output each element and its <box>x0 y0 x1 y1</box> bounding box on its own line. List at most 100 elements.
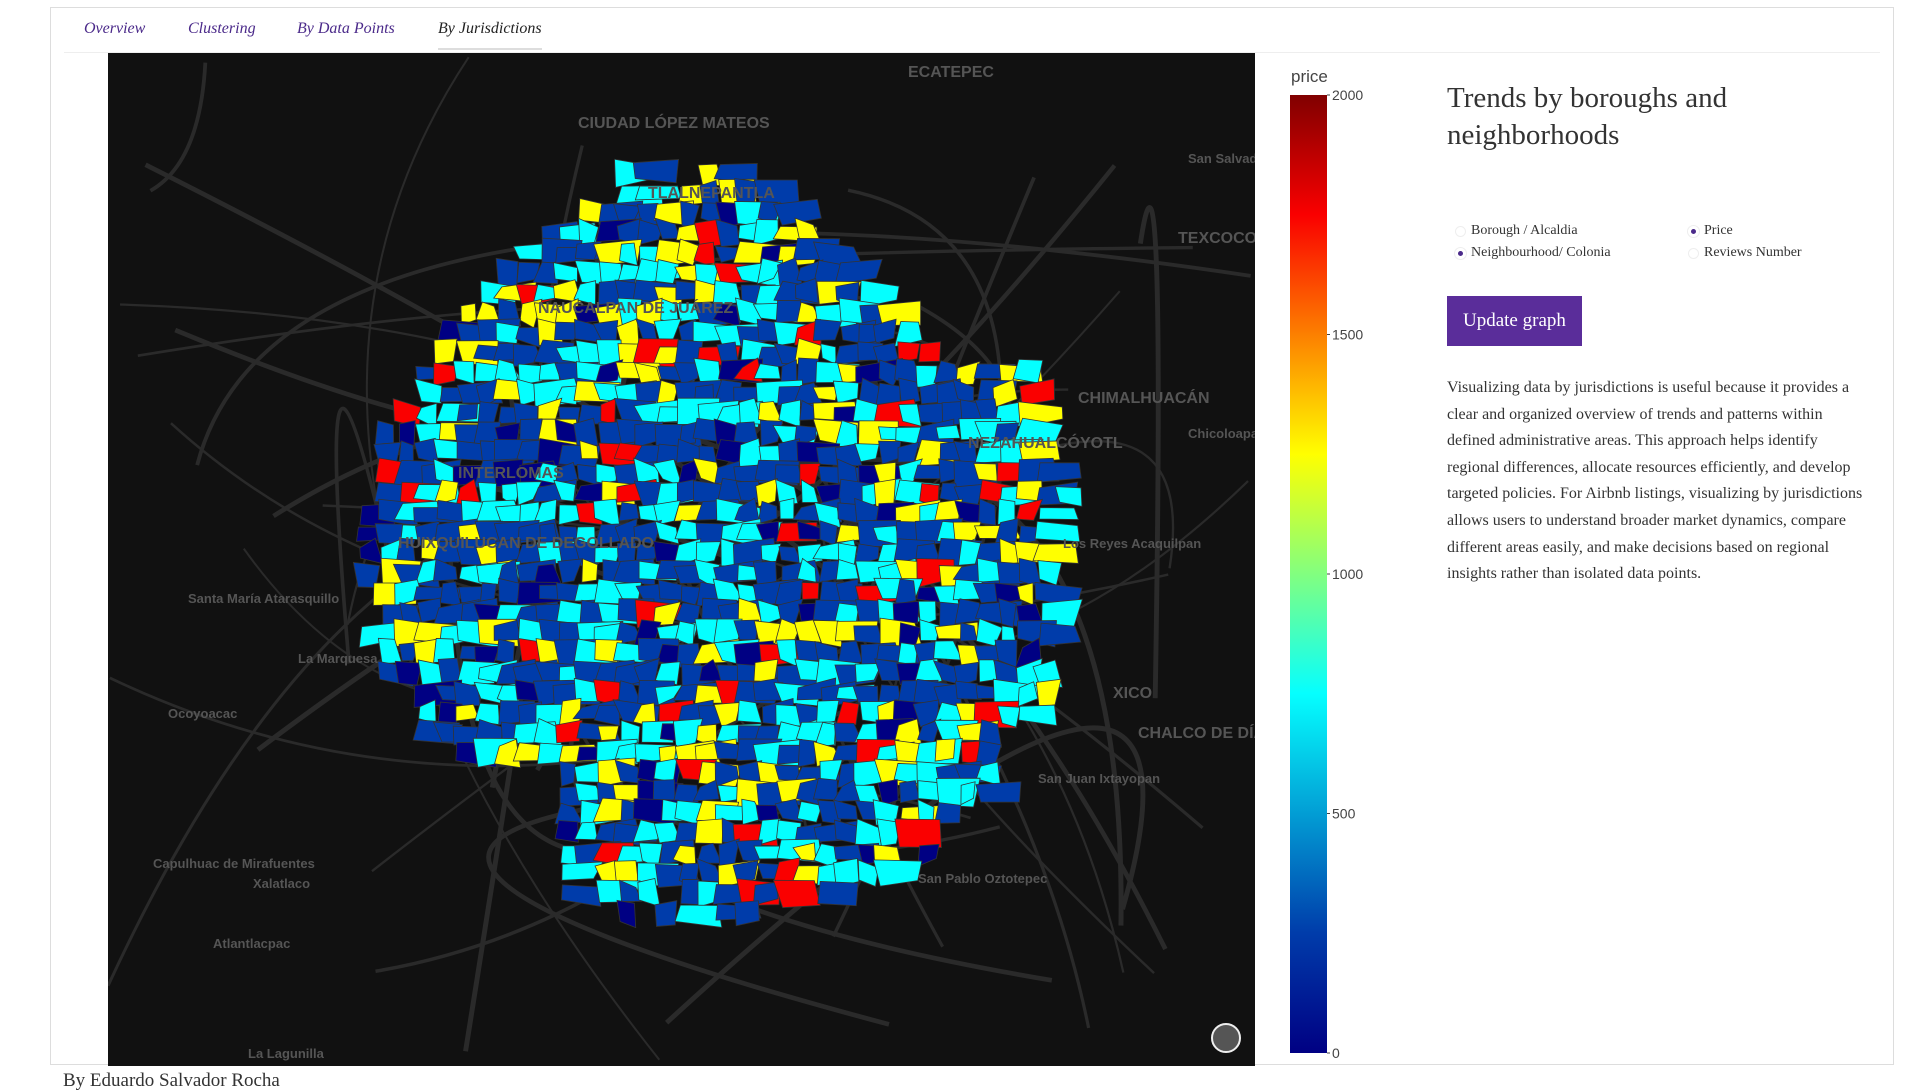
region-decoration <box>653 758 678 783</box>
region-decoration <box>654 520 680 545</box>
region-decoration <box>654 900 678 927</box>
region-decoration <box>997 705 1021 728</box>
region-decoration <box>498 577 522 604</box>
region-decoration <box>758 401 784 425</box>
region-decoration <box>694 818 724 845</box>
region-decoration <box>978 719 1002 748</box>
place-label: TLALNEPANTLA <box>648 185 775 202</box>
region-decoration <box>960 781 976 806</box>
region-decoration <box>834 258 883 285</box>
region-decoration <box>1001 625 1017 643</box>
region-decoration <box>433 479 459 506</box>
region-decoration <box>1034 520 1081 543</box>
region-decoration <box>394 660 423 686</box>
place-label: La Lagunilla <box>248 1046 325 1061</box>
region-decoration <box>779 497 795 520</box>
region-decoration <box>934 738 956 762</box>
region-decoration <box>581 558 599 583</box>
footer: By Eduardo Salvador Rocha <box>63 1070 280 1091</box>
region-decoration <box>554 461 579 484</box>
tab[interactable]: Clustering <box>188 20 256 37</box>
region-decoration <box>894 578 917 606</box>
region-decoration <box>918 600 937 627</box>
radio-dot <box>1455 247 1466 259</box>
region-decoration <box>474 702 501 726</box>
region-decoration <box>774 798 804 823</box>
colorbar-gradient <box>1290 95 1327 1053</box>
region-decoration <box>737 699 763 724</box>
region-decoration <box>812 385 839 401</box>
region-decoration <box>876 818 902 847</box>
region-decoration <box>898 377 921 406</box>
region-decoration <box>1012 358 1044 384</box>
place-label: ECATEPEC <box>908 64 994 81</box>
panel-title: Trends by boroughs and neighborhoods <box>1447 82 1728 151</box>
region-decoration <box>835 701 860 726</box>
region-decoration <box>619 879 643 902</box>
region-decoration <box>672 718 704 749</box>
region-decoration <box>561 884 602 907</box>
region-decoration <box>1054 486 1083 507</box>
region-decoration <box>859 279 900 309</box>
place-label: San Pablo Oztotepec <box>918 871 1047 886</box>
region-decoration <box>894 321 923 348</box>
region-decoration <box>817 881 859 907</box>
place-label: INTERLOMAS <box>458 465 564 482</box>
region-decoration <box>654 661 681 686</box>
place-label: Ocoyoacac <box>168 706 237 721</box>
radio-option[interactable]: Borough / Alcaldia <box>1455 220 1611 242</box>
update-button[interactable]: Update graph <box>1447 296 1582 346</box>
road <box>149 62 208 193</box>
radio-label: Price <box>1704 223 1733 238</box>
region-decoration <box>1018 704 1058 726</box>
tab[interactable]: Overview <box>84 20 146 37</box>
region-decoration <box>773 198 822 226</box>
info-icon[interactable] <box>1211 1023 1241 1053</box>
region-decoration <box>955 680 982 700</box>
region-decoration <box>734 900 760 927</box>
place-label: San Juan Ixtayopan <box>1038 771 1160 786</box>
region-decoration <box>800 478 819 503</box>
region-decoration <box>755 477 778 508</box>
region-decoration <box>539 522 558 547</box>
control-panel: Trends by boroughs and neighborhoods Bor… <box>1447 80 1887 582</box>
region-decoration <box>594 359 624 385</box>
tab[interactable]: By Jurisdictions <box>438 20 542 50</box>
region-decoration <box>654 684 683 706</box>
region-decoration <box>553 479 576 502</box>
region-decoration <box>835 558 859 581</box>
region-decoration <box>432 558 458 582</box>
road <box>1137 205 1161 699</box>
radio-option[interactable]: Reviews Number <box>1688 242 1802 264</box>
region-decoration <box>673 362 701 385</box>
region-decoration <box>877 779 899 807</box>
place-label: Los Reyes Acaquilpan <box>1063 536 1201 551</box>
region-decoration <box>795 277 819 304</box>
region-decoration <box>832 380 860 404</box>
region-decoration <box>692 779 720 802</box>
region-decoration <box>755 520 779 543</box>
region-decoration <box>398 420 416 447</box>
road <box>195 230 1251 466</box>
region-decoration <box>713 702 741 728</box>
radio-option[interactable]: Neighbourhood/ Colonia <box>1455 242 1611 264</box>
region-decoration <box>753 363 781 380</box>
region-decoration <box>714 760 739 788</box>
region-decoration <box>892 600 920 624</box>
colorbar-tick-label: 2000 <box>1332 87 1363 103</box>
region-decoration <box>1038 622 1082 647</box>
radio-option[interactable]: Price <box>1688 220 1802 242</box>
region-decoration <box>573 417 599 448</box>
place-label: La Marquesa <box>298 651 378 666</box>
region-decoration <box>561 861 604 881</box>
region-decoration <box>919 619 940 641</box>
tab-bar: Overview Clustering By Data Points By Juris… <box>64 12 1880 53</box>
tab[interactable]: By Data Points <box>297 20 395 37</box>
region-decoration <box>854 663 883 683</box>
region-decoration <box>1032 543 1079 564</box>
region-decoration <box>713 741 740 760</box>
radio-label: Borough / Alcaldia <box>1471 223 1578 238</box>
region-decoration <box>554 820 579 843</box>
place-label: XICO <box>1113 685 1152 702</box>
